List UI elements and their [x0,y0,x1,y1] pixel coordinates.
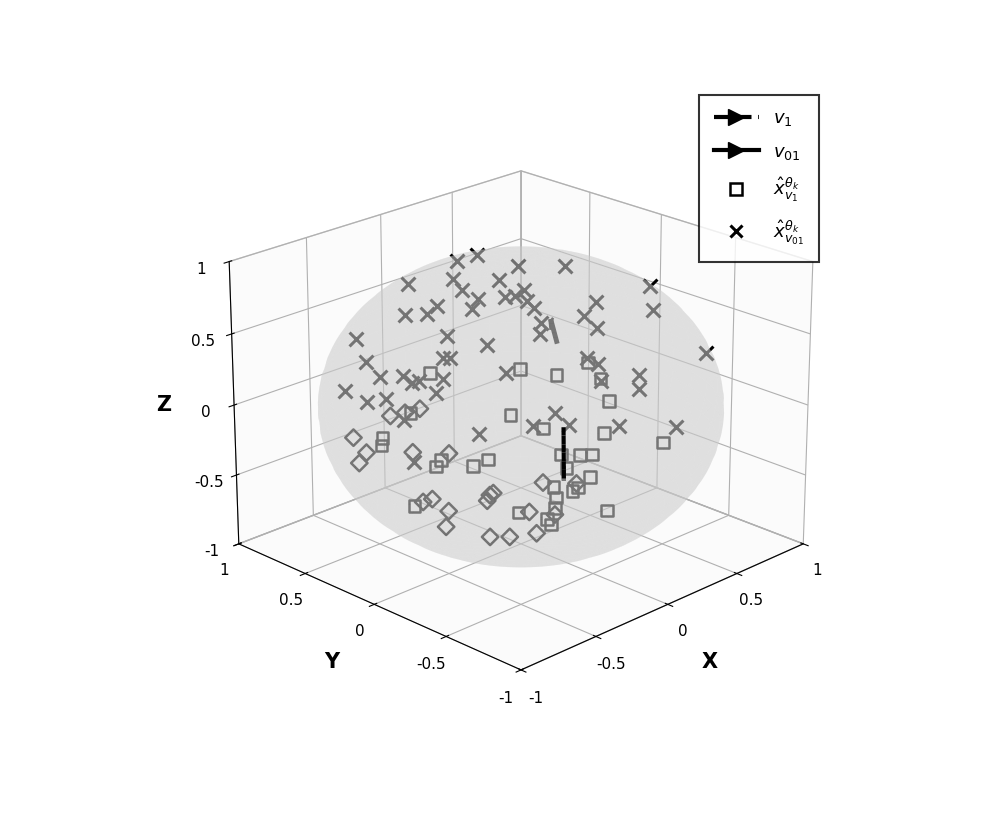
X-axis label: X: X [702,652,718,672]
Legend: $v_1$, $v_{01}$, $\hat{x}_{v_1}^{\theta_k}$, $\hat{x}_{v_{01}}^{\theta_k}$: $v_1$, $v_{01}$, $\hat{x}_{v_1}^{\theta_… [699,95,819,261]
Y-axis label: Y: Y [325,652,340,672]
